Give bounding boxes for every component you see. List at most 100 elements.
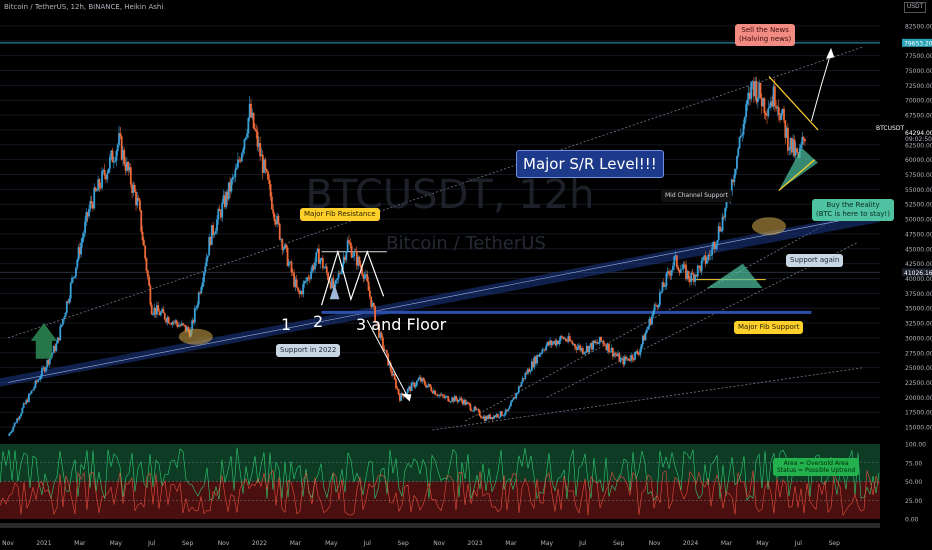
candle-body <box>598 343 600 344</box>
candle-body <box>672 266 674 270</box>
volume-strip <box>0 523 880 528</box>
price-tick-label: 82500.00 <box>905 23 932 30</box>
candle-body <box>783 109 785 121</box>
price-tick-label: 75000.00 <box>905 68 932 75</box>
candle-body <box>207 255 209 257</box>
candle-body <box>305 281 307 282</box>
time-tick-label: Jul <box>363 540 372 547</box>
price-tick-label: 57500.00 <box>905 172 932 179</box>
price-tick-label: 52500.00 <box>905 202 932 209</box>
major-sr-callout: Major S/R Level!!! <box>516 150 664 178</box>
candle-body <box>739 137 741 148</box>
wave-label-2: 2 <box>313 313 323 331</box>
candle-body <box>247 118 249 134</box>
candle-body <box>336 278 338 279</box>
price-tick-label: 25000.00 <box>905 365 932 372</box>
candle-body <box>29 393 31 394</box>
candle-body <box>472 411 474 412</box>
candle-body <box>664 286 666 287</box>
price-tick-label: 32500.00 <box>905 321 932 328</box>
price-tick-label: 22500.00 <box>905 380 932 387</box>
candle-body <box>382 338 384 349</box>
candle-body <box>244 140 246 150</box>
candle-body <box>539 354 541 357</box>
candle-body <box>95 188 97 191</box>
candle-body <box>21 408 23 414</box>
candle-body <box>778 107 780 114</box>
currency-selector[interactable]: USDT <box>904 2 926 13</box>
candle-body <box>637 351 639 354</box>
candle-body <box>37 380 39 382</box>
candle-body <box>163 309 165 313</box>
candle-body <box>245 137 247 139</box>
cursor-price: 41026.16 <box>904 270 932 277</box>
candle-body <box>176 320 178 323</box>
candle-body <box>206 258 208 267</box>
candle-body <box>460 398 462 400</box>
candle-body <box>654 305 656 311</box>
osc-tick-label: 75.00 <box>905 460 922 467</box>
price-tick-label: 15000.00 <box>905 425 932 432</box>
candle-body <box>458 400 460 402</box>
candle-body <box>33 388 35 390</box>
candle-body <box>278 216 280 224</box>
candle-body <box>309 279 311 280</box>
candle-body <box>19 416 21 419</box>
price-tick-label: 47500.00 <box>905 231 932 238</box>
candle-body <box>666 273 668 286</box>
candle-body <box>351 246 353 258</box>
time-tick-label: 2024 <box>683 540 698 547</box>
candle-body <box>585 351 587 352</box>
candle-body <box>518 386 520 392</box>
candle-body <box>545 346 547 351</box>
candle-body <box>40 377 42 380</box>
candle-body <box>326 266 328 272</box>
candle-body <box>608 344 610 353</box>
candle-body <box>600 337 602 341</box>
candle-body <box>323 268 325 269</box>
candle-body <box>272 209 274 214</box>
candle-body <box>10 432 12 433</box>
candle-body <box>609 352 611 353</box>
time-tick-label: Nov <box>649 540 661 547</box>
candle-body <box>521 382 523 386</box>
candle-body <box>38 379 40 380</box>
candle-body <box>498 417 500 418</box>
candle-body <box>442 394 444 396</box>
wave-label-3: 3 and Floor <box>356 316 446 334</box>
candle-body <box>570 341 572 342</box>
candle-body <box>195 308 197 309</box>
candle-body <box>511 400 513 402</box>
candle-body <box>274 214 276 222</box>
time-tick-label: 2023 <box>467 540 482 547</box>
candle-body <box>796 148 798 152</box>
candle-body <box>615 354 617 355</box>
candle-body <box>688 271 690 279</box>
candle-body <box>302 284 304 295</box>
candle-body <box>604 345 606 346</box>
candle-body <box>139 200 141 210</box>
candle-body <box>639 349 641 355</box>
candle-body <box>212 225 214 235</box>
candle-body <box>702 257 704 260</box>
candle-body <box>84 221 86 233</box>
candle-body <box>468 403 470 404</box>
candle-body <box>88 209 90 217</box>
candle-body <box>501 411 503 415</box>
candle-body <box>364 275 366 278</box>
candle-body <box>574 344 576 347</box>
candle-body <box>219 209 221 211</box>
candle-body <box>507 409 509 411</box>
candle-body <box>74 276 76 277</box>
major-fib-support-callout: Major Fib Support <box>734 321 803 334</box>
candle-body <box>202 282 204 287</box>
time-tick-label: Nov <box>218 540 230 547</box>
candle-body <box>583 353 585 354</box>
candle-body <box>645 333 647 341</box>
candle-body <box>504 414 506 415</box>
candle-body <box>152 314 154 315</box>
candle-body <box>314 262 316 269</box>
candle-body <box>651 316 653 325</box>
candle-body <box>234 170 236 177</box>
candle-body <box>588 346 590 352</box>
